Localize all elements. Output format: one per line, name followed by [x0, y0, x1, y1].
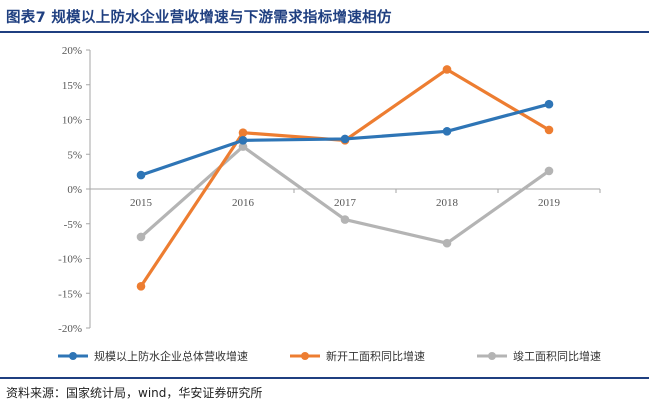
legend-label: 新开工面积同比增速	[326, 349, 425, 363]
legend-item: 新开工面积同比增速	[290, 349, 425, 363]
line-chart: -20%-15%-10%-5%0%5%10%15%20% 2015 2016 201…	[58, 45, 601, 363]
data-point	[136, 232, 146, 242]
legend-item: 规模以上防水企业总体营收增速	[58, 349, 248, 363]
data-point	[136, 170, 146, 180]
legend-label: 竣工面积同比增速	[513, 349, 601, 363]
footer-divider	[0, 377, 649, 379]
data-point	[340, 134, 350, 144]
y-tick-label: -5%	[64, 219, 82, 231]
y-axis: -20% -15% -10% -5% 0% 5% 10% 15% 20%	[58, 45, 91, 335]
x-tick-label: 2019	[538, 197, 561, 209]
data-point	[442, 127, 452, 136]
legend: 规模以上防水企业总体营收增速 新开工面积同比增速 竣工面积同比增速	[58, 349, 601, 363]
series-line	[139, 67, 551, 288]
source-note: 资料来源：国家统计局，wind，华安证券研究所	[6, 386, 263, 400]
data-point	[544, 125, 554, 135]
y-tick-label: -10%	[58, 254, 82, 266]
series-1	[136, 99, 554, 180]
y-tick-label: 15%	[62, 80, 82, 92]
series-2	[136, 65, 554, 291]
series-3	[136, 142, 554, 248]
x-tick-label: 2016	[232, 197, 255, 209]
data-point	[442, 238, 452, 248]
data-point	[238, 142, 248, 151]
x-tick-label: 2015	[130, 197, 153, 209]
data-point	[340, 215, 350, 224]
data-point	[238, 128, 248, 138]
x-axis: 2015 2016 2017 2018 2019	[89, 188, 601, 209]
x-tick-label: 2018	[436, 197, 459, 209]
y-tick-label: -20%	[58, 323, 82, 335]
title-divider	[0, 31, 649, 33]
data-point	[238, 136, 248, 145]
legend-marker	[69, 352, 77, 360]
legend-item: 竣工面积同比增速	[477, 349, 601, 363]
y-tick-label: 10%	[62, 115, 82, 127]
chart-title: 图表7 规模以上防水企业营收增速与下游需求指标增速相仿	[6, 10, 392, 26]
y-tick-label: 20%	[62, 45, 82, 57]
data-point	[136, 282, 146, 291]
series-lines	[136, 65, 554, 291]
data-point	[544, 166, 554, 176]
x-tick-label: 2017	[334, 197, 357, 209]
y-tick-label: 0%	[67, 184, 82, 196]
legend-label: 规模以上防水企业总体营收增速	[94, 349, 248, 363]
y-tick-label: 5%	[67, 149, 82, 161]
legend-marker	[488, 352, 496, 360]
data-point	[442, 65, 452, 74]
legend-marker	[301, 352, 309, 360]
data-point	[544, 99, 554, 109]
y-tick-label: -15%	[58, 288, 82, 300]
